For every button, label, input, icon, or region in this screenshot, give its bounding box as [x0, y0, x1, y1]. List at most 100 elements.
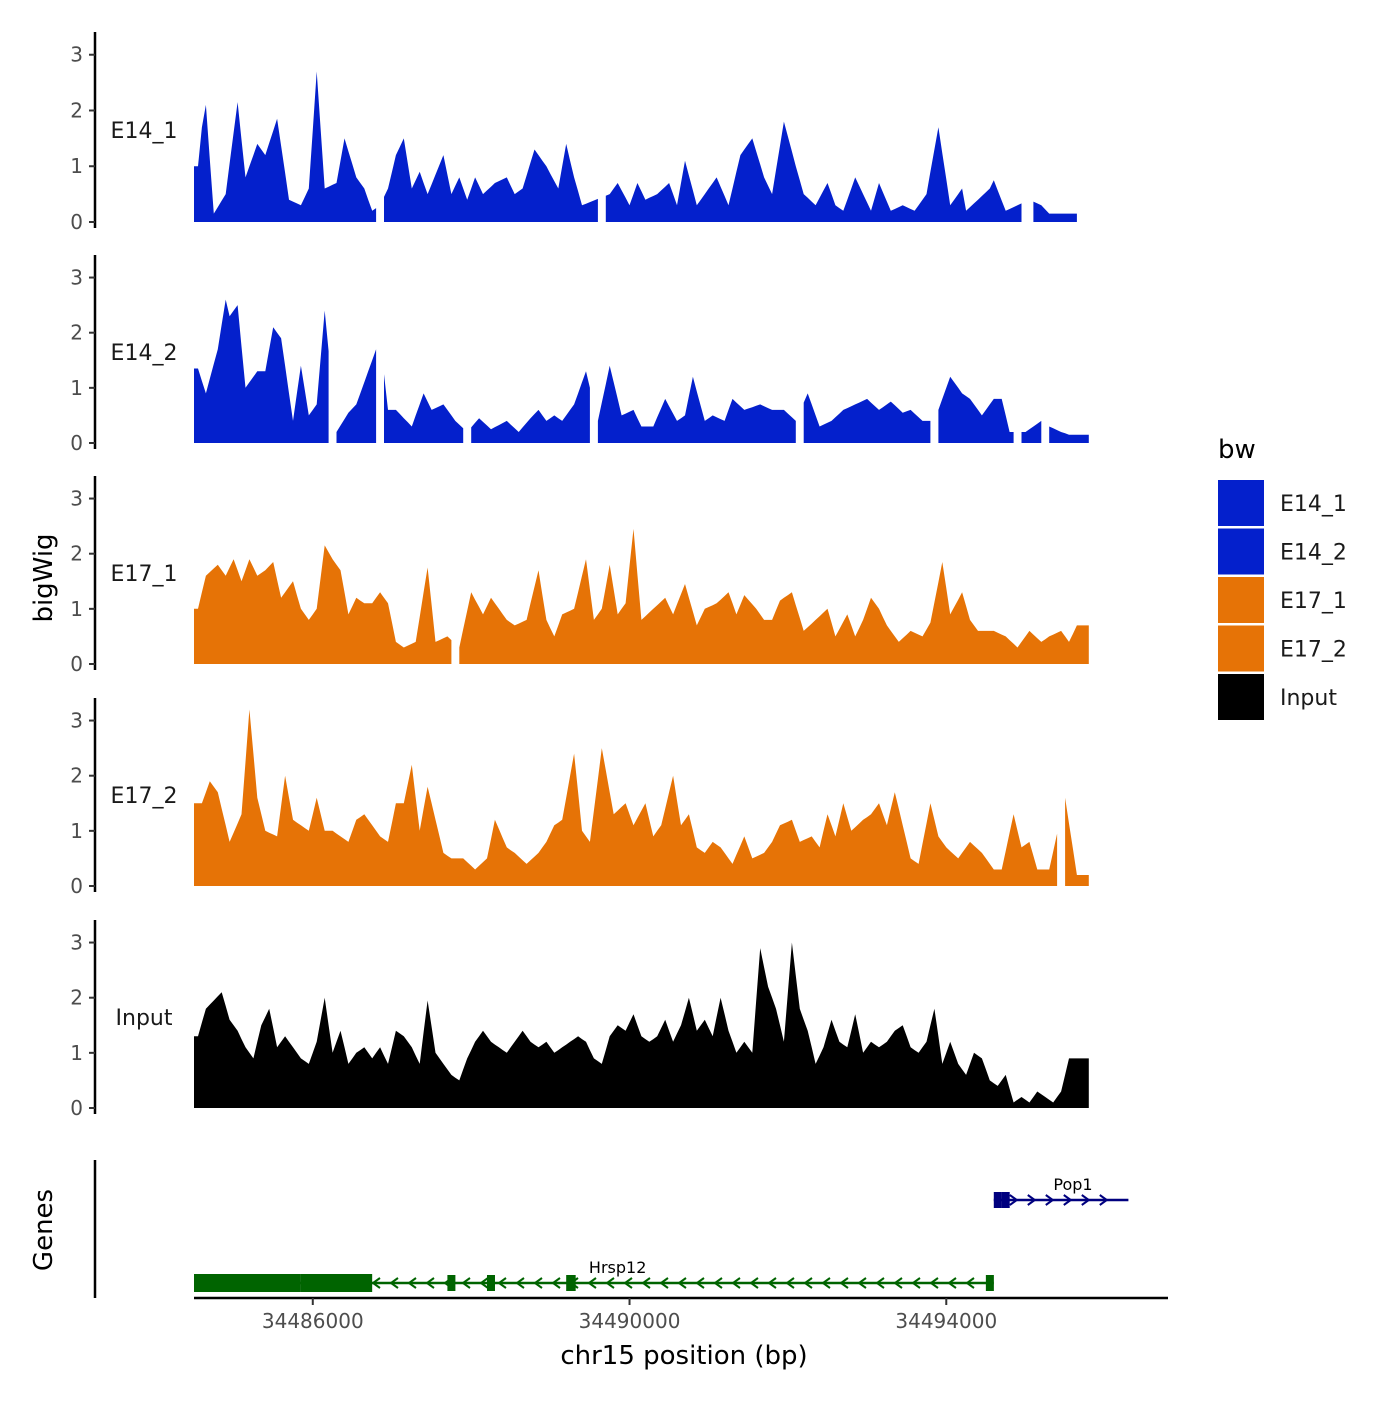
strand-arrow	[677, 1277, 687, 1289]
y-tick-label: 2	[70, 986, 83, 1010]
strand-arrow	[803, 1277, 813, 1289]
strand-arrow	[749, 1277, 759, 1289]
y-axis-title: bigWig	[29, 533, 59, 622]
x-axis: 34486000 34490000 34494000	[194, 1296, 1168, 1333]
strand-arrow	[1027, 1194, 1037, 1206]
y-tick-label: 2	[70, 321, 83, 345]
y-tick-label: 2	[70, 542, 83, 566]
y-tick-label: 1	[70, 376, 83, 400]
strand-arrow	[965, 1277, 975, 1289]
strand-arrow	[1063, 1194, 1073, 1206]
track-panel-e17-2: 0 1 2 3 E17_2	[70, 698, 1089, 898]
track-label: E14_1	[111, 119, 178, 144]
strand-arrow	[767, 1277, 777, 1289]
legend: bw E14_1 E14_2 E17_1 E17_2 Input	[1218, 435, 1347, 720]
signal-area	[1033, 201, 1077, 222]
legend-swatch	[1218, 480, 1264, 526]
exon	[300, 1274, 373, 1292]
y-tick-label: 0	[70, 874, 83, 898]
legend-swatch	[1218, 528, 1264, 575]
signal-area	[194, 545, 452, 664]
strand-arrow	[497, 1277, 507, 1289]
exon	[447, 1275, 456, 1291]
strand-arrow	[947, 1277, 957, 1289]
strand-arrow	[641, 1277, 651, 1289]
exon	[486, 1275, 495, 1291]
signal-area	[336, 349, 377, 443]
y-tick-label: 2	[70, 764, 83, 788]
signal-area	[1021, 420, 1042, 443]
y-tick-label: 3	[70, 266, 83, 290]
signal-area	[471, 371, 590, 443]
track-label: E17_2	[111, 784, 178, 809]
exon	[566, 1275, 576, 1291]
strand-arrow	[425, 1277, 435, 1289]
y-tick-label: 1	[70, 597, 83, 621]
signal-area	[459, 528, 1089, 664]
strand-arrow	[1009, 1194, 1019, 1206]
y-tick-label: 3	[70, 43, 83, 67]
signal-area	[597, 365, 796, 443]
y-tick-label: 3	[70, 709, 83, 733]
x-tick-label: 34494000	[895, 1309, 997, 1333]
strand-arrow	[479, 1277, 489, 1289]
y-tick-label: 3	[70, 487, 83, 511]
y-tick-label: 1	[70, 819, 83, 843]
gene-hrsp12: Hrsp12	[194, 1258, 994, 1292]
track-panel-e14-2: 0 1 2 3 E14_2	[70, 255, 1089, 455]
strand-arrow	[731, 1277, 741, 1289]
legend-label: E14_1	[1280, 492, 1347, 517]
strand-arrow	[533, 1277, 543, 1289]
genes-axis-title: Genes	[29, 1189, 59, 1271]
legend-label: E14_2	[1280, 541, 1347, 566]
strand-arrow	[839, 1277, 849, 1289]
legend-swatch	[1218, 577, 1264, 623]
strand-arrow	[623, 1277, 633, 1289]
signal-area	[194, 299, 329, 443]
signal-area	[384, 374, 464, 443]
track-label: Input	[116, 1006, 173, 1031]
strand-arrow	[857, 1277, 867, 1289]
strand-arrow	[785, 1277, 795, 1289]
signal-area	[1065, 797, 1089, 886]
strand-arrow	[587, 1277, 597, 1289]
x-tick-label: 34490000	[579, 1309, 681, 1333]
strand-arrow	[371, 1277, 381, 1289]
strand-arrow	[875, 1277, 885, 1289]
genes-track: Hrsp12 Pop1	[93, 1160, 1129, 1298]
signal-area	[384, 138, 598, 222]
gene-pop1: Pop1	[993, 1175, 1129, 1208]
strand-arrow	[929, 1277, 939, 1289]
strand-arrow	[713, 1277, 723, 1289]
tracks-layer: 0 1 2 3 E14_1 0 1 2 3 E14_2 0 1 2 3 E17_1 0 1 2 3 E17_2 0 1 2 3…	[70, 32, 1089, 1120]
strand-arrow	[911, 1277, 921, 1289]
gene-label: Pop1	[1053, 1175, 1092, 1194]
strand-arrow	[389, 1277, 399, 1289]
track-panel-e17-1: 0 1 2 3 E17_1	[70, 476, 1089, 676]
legend-swatch	[1218, 674, 1264, 720]
track-label: E14_2	[111, 341, 178, 366]
y-tick-label: 0	[70, 431, 83, 455]
track-label: E17_1	[111, 562, 178, 587]
y-tick-label: 0	[70, 652, 83, 676]
legend-label: E17_1	[1280, 589, 1347, 614]
signal-area	[194, 942, 1089, 1108]
x-tick-label: 34486000	[262, 1309, 364, 1333]
strand-arrow	[893, 1277, 903, 1289]
y-tick-label: 3	[70, 931, 83, 955]
strand-arrow	[1045, 1194, 1055, 1206]
strand-arrow	[515, 1277, 525, 1289]
y-tick-label: 0	[70, 210, 83, 234]
signal-area	[194, 709, 1058, 886]
strand-arrow	[461, 1277, 471, 1289]
signal-area	[1049, 426, 1089, 443]
track-panel-e14-1: 0 1 2 3 E14_1	[70, 32, 1077, 234]
strand-arrow	[407, 1277, 417, 1289]
y-tick-label: 0	[70, 1096, 83, 1120]
legend-swatch	[1218, 625, 1264, 672]
strand-arrow	[695, 1277, 705, 1289]
strand-arrow	[821, 1277, 831, 1289]
exon	[194, 1274, 301, 1292]
